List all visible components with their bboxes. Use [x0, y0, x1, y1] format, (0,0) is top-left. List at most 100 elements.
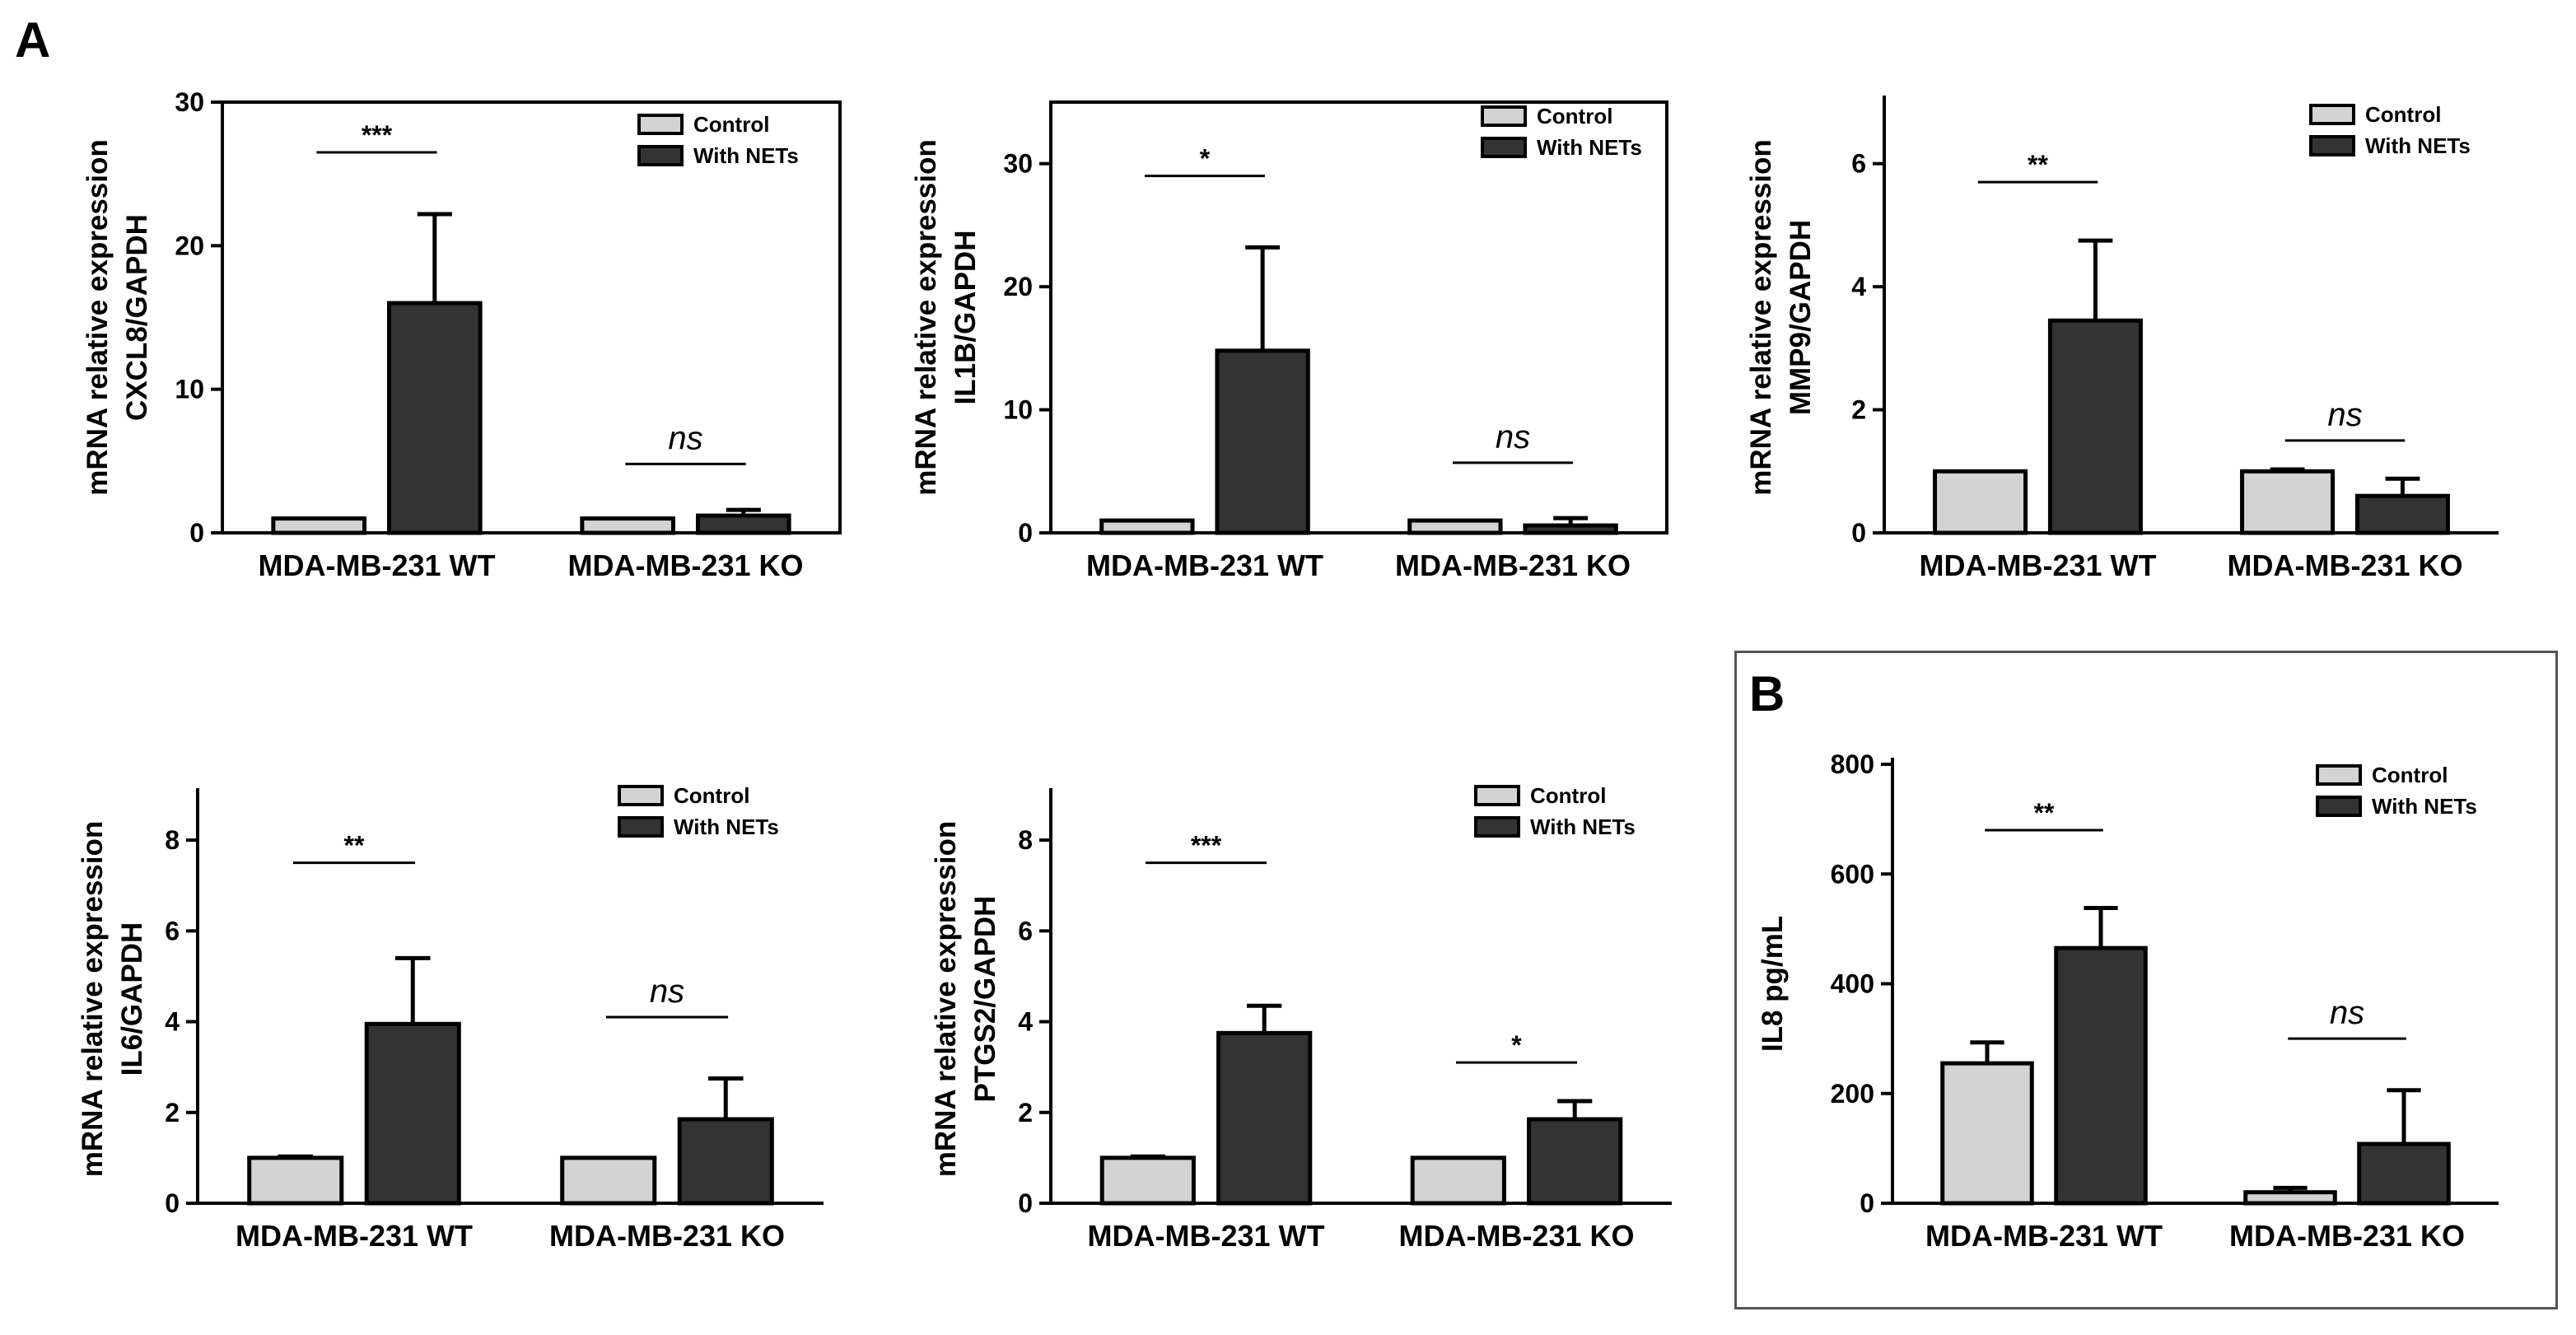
il1b-y-tick-label: 30 — [1003, 149, 1033, 179]
il8-legend-label-control: Control — [2372, 763, 2448, 787]
cxcl8-legend-label-nets: With NETs — [693, 143, 799, 168]
il6-category-label: MDA-MB-231 WT — [236, 1219, 473, 1253]
mmp9-bar-control — [2240, 469, 2336, 535]
cxcl8-bar-control — [271, 516, 366, 535]
cxcl8-legend-swatch-nets — [637, 145, 684, 166]
il6-y-tick-label: 6 — [165, 916, 180, 945]
il1b-bar-nets — [1215, 348, 1310, 535]
mmp9-y-tick-label: 6 — [1851, 149, 1866, 179]
mmp9-sig-label: ns — [2327, 397, 2362, 433]
il6-bar-nets — [677, 1117, 774, 1206]
il1b-sig-label: * — [1200, 144, 1211, 174]
il1b-sig-label: ns — [1496, 419, 1530, 455]
il6-bar-nets — [364, 1021, 461, 1206]
ptgs2-legend-label-control: Control — [1530, 783, 1606, 808]
ptgs2-sig-label: * — [1511, 1030, 1522, 1060]
cxcl8-legend-swatch-control — [637, 114, 684, 135]
il1b-y-tick-label: 10 — [1003, 395, 1033, 425]
mmp9-legend-label-nets: With NETs — [2365, 133, 2471, 158]
mmp9-legend-swatch-control — [2309, 104, 2355, 125]
il1b-legend-swatch-nets — [1481, 137, 1527, 158]
il1b-ylabel-line2: IL1B/GAPDH — [950, 231, 982, 405]
mmp9-bar-nets — [2047, 318, 2143, 535]
panel-label-a: A — [15, 12, 51, 68]
cxcl8-y-tick-label: 30 — [175, 87, 204, 117]
cxcl8-ylabel-line1: mRNA relative expression — [82, 139, 114, 496]
cxcl8-category-label: MDA-MB-231 KO — [567, 548, 803, 582]
il1b-bar-nets — [1523, 523, 1618, 535]
ptgs2-bar-control — [1410, 1155, 1506, 1206]
il8-bar-nets — [2357, 1141, 2451, 1206]
ptgs2-ylabel-line1: mRNA relative expression — [930, 821, 962, 1178]
mmp9-legend-swatch-nets — [2309, 135, 2355, 156]
il8-category-label: MDA-MB-231 KO — [2229, 1219, 2465, 1253]
il8-sig-label: ns — [2330, 995, 2364, 1031]
ptgs2-bar-control — [1099, 1155, 1196, 1206]
il8-category-label: MDA-MB-231 WT — [1925, 1219, 2163, 1253]
il8-bar-nets — [2054, 945, 2148, 1206]
il6-y-tick-label: 4 — [165, 1007, 180, 1037]
cxcl8-bar-nets — [696, 513, 791, 535]
il1b-bar-control — [1099, 518, 1195, 535]
il6-ylabel-line2: IL6/GAPDH — [116, 922, 148, 1076]
il8-sig-label: ** — [2034, 798, 2055, 828]
il6-sig-label: ns — [650, 973, 684, 1010]
cxcl8-ylabel-line2: CXCL8/GAPDH — [121, 214, 153, 421]
ptgs2-category-label: MDA-MB-231 KO — [1398, 1219, 1634, 1253]
il6-bar-control — [247, 1155, 344, 1206]
mmp9-sig-label: ** — [2028, 150, 2048, 180]
il1b-legend-swatch-control — [1481, 105, 1527, 127]
il1b-y-tick-label: 20 — [1003, 272, 1033, 301]
il8-y-tick-label: 0 — [1860, 1188, 1874, 1218]
ptgs2-bar-nets — [1527, 1117, 1623, 1206]
ptgs2-sig-label: *** — [1191, 831, 1222, 861]
mmp9-ylabel-line1: mRNA relative expression — [1745, 139, 1777, 496]
il8-y-tick-label: 200 — [1831, 1079, 1874, 1109]
mmp9-y-tick-label: 2 — [1851, 395, 1866, 425]
il1b-legend-label-nets: With NETs — [1537, 135, 1642, 160]
il1b-bar-control — [1407, 518, 1503, 535]
cxcl8-y-tick-label: 10 — [175, 375, 204, 404]
il1b-category-label: MDA-MB-231 KO — [1395, 548, 1631, 582]
panel-label-b: B — [1749, 666, 1785, 721]
il8-y-tick-label: 600 — [1831, 859, 1874, 889]
il6-sig-label: ** — [344, 831, 365, 861]
il6-legend-swatch-nets — [618, 816, 664, 838]
ptgs2-y-tick-label: 8 — [1018, 825, 1033, 855]
il8-legend-swatch-nets — [2316, 796, 2362, 817]
mmp9-y-tick-label: 0 — [1851, 518, 1866, 548]
ptgs2-legend-swatch-nets — [1474, 816, 1520, 838]
il6-y-tick-label: 2 — [165, 1098, 180, 1127]
cxcl8-sig-label: ns — [668, 420, 702, 456]
ptgs2-y-tick-label: 2 — [1018, 1098, 1033, 1127]
mmp9-legend-label-control: Control — [2365, 102, 2441, 127]
il6-y-tick-label: 0 — [165, 1188, 180, 1218]
panel-b-frame — [1734, 651, 2558, 1309]
il6-legend-label-nets: With NETs — [674, 815, 779, 839]
mmp9-bar-control — [1933, 469, 2028, 535]
il6-category-label: MDA-MB-231 KO — [549, 1219, 785, 1253]
cxcl8-legend-label-control: Control — [693, 112, 769, 137]
il1b-frame — [1049, 100, 1668, 534]
cxcl8-y-tick-label: 0 — [189, 518, 204, 548]
il1b-legend-label-control: Control — [1537, 104, 1612, 128]
ptgs2-category-label: MDA-MB-231 WT — [1088, 1219, 1325, 1253]
mmp9-ylabel-line2: MMP9/GAPDH — [1785, 220, 1817, 415]
mmp9-category-label: MDA-MB-231 WT — [1920, 548, 2157, 582]
il6-y-tick-label: 8 — [165, 825, 180, 855]
ptgs2-y-tick-label: 0 — [1018, 1188, 1033, 1218]
cxcl8-sig-label: *** — [362, 120, 393, 150]
ptgs2-bar-nets — [1216, 1030, 1313, 1206]
il8-legend-swatch-control — [2316, 764, 2362, 786]
ptgs2-legend-swatch-control — [1474, 785, 1520, 806]
cxcl8-bar-nets — [387, 301, 483, 535]
ptgs2-ylabel-line2: PTGS2/GAPDH — [969, 896, 1001, 1103]
il8-ylabel: IL8 pg/mL — [1757, 916, 1789, 1052]
cxcl8-bar-control — [580, 516, 675, 535]
il8-bar-control — [2243, 1190, 2337, 1206]
il8-bar-control — [1940, 1061, 2034, 1206]
ptgs2-y-tick-label: 6 — [1018, 916, 1033, 945]
mmp9-category-label: MDA-MB-231 KO — [2227, 548, 2462, 582]
il8-y-tick-label: 400 — [1831, 969, 1874, 999]
